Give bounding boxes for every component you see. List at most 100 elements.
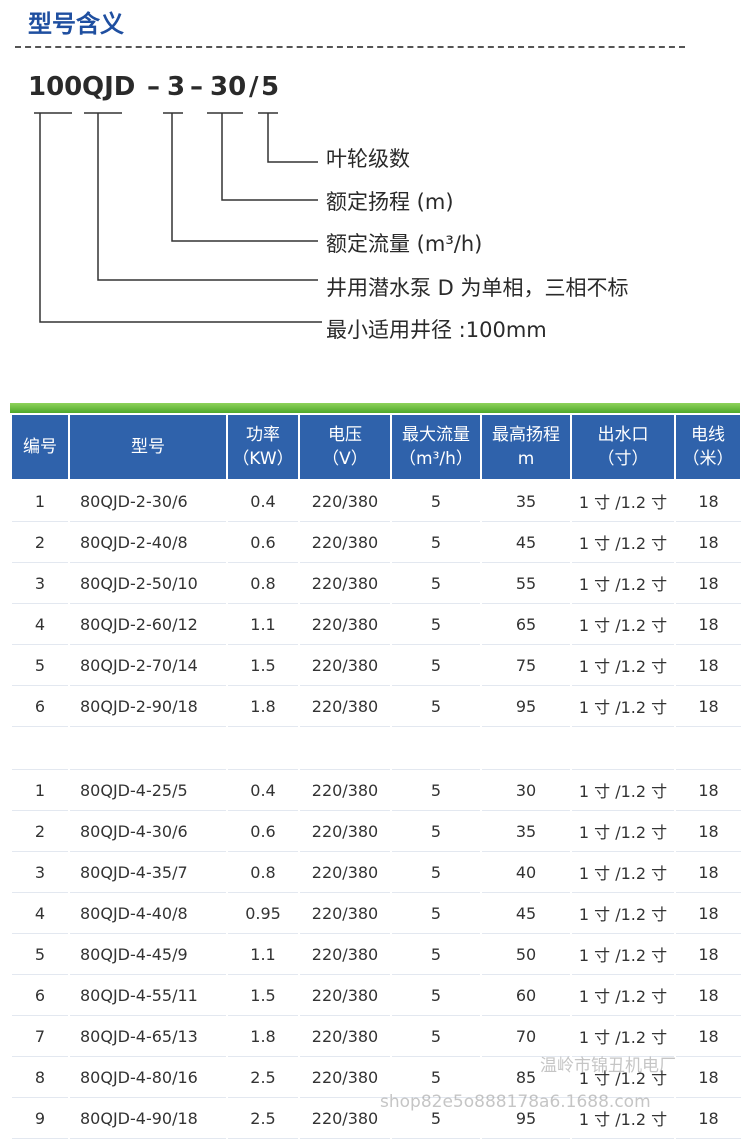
cell: 80QJD-4-80/16 (68, 1056, 227, 1098)
empty-cell (68, 726, 227, 770)
cell: 1 寸 /1.2 寸 (570, 480, 675, 522)
legend-item: 额定扬程 (m) (326, 190, 454, 214)
cell: 2.5 (226, 1056, 299, 1098)
cell: 220/380 (298, 1015, 391, 1057)
header-line: 型号 (131, 437, 165, 457)
cell: 95 (480, 685, 571, 727)
cell: 55 (480, 562, 571, 604)
cell: 65 (480, 603, 571, 645)
cell: 6 (10, 974, 69, 1016)
cell: 70 (480, 1015, 571, 1057)
cell: 3 (10, 562, 69, 604)
cell: 5 (390, 892, 481, 934)
column-header: 电压 （V） (298, 413, 392, 481)
cell: 220/380 (298, 480, 391, 522)
cell: 5 (390, 521, 481, 563)
code-part: 5 (261, 72, 280, 102)
cell: 5 (390, 974, 481, 1016)
cell: 1 寸 /1.2 寸 (570, 769, 675, 811)
legend-item: 额定流量 (m³/h) (326, 232, 483, 256)
cell: 1 寸 /1.2 寸 (570, 892, 675, 934)
column-header: 编号 (10, 413, 70, 481)
legend-item: 井用潜水泵 D 为单相，三相不标 (326, 276, 629, 300)
cell: 5 (390, 933, 481, 975)
cell: 2 (10, 810, 69, 852)
cell: 80QJD-2-30/6 (68, 480, 227, 522)
cell: 5 (10, 644, 69, 686)
table-top-bar (10, 403, 740, 413)
cell: 1.5 (226, 644, 299, 686)
cell: 18 (674, 521, 741, 563)
table-row: 7 80QJD-4-65/13 1.8 220/380 5 70 1 寸 /1.2 寸 18 (10, 1015, 741, 1057)
cell: 30 (480, 769, 571, 811)
cell: 5 (390, 603, 481, 645)
cell: 1.8 (226, 1015, 299, 1057)
column-header: 最高扬程 m (480, 413, 572, 481)
cell: 18 (674, 974, 741, 1016)
cell: 80QJD-4-65/13 (68, 1015, 227, 1057)
cell: 18 (674, 933, 741, 975)
cell: 4 (10, 603, 69, 645)
cell: 5 (10, 933, 69, 975)
cell: 18 (674, 769, 741, 811)
cell: 80QJD-4-25/5 (68, 769, 227, 811)
bracket (84, 112, 318, 281)
cell: 220/380 (298, 521, 391, 563)
table-body: 1 80QJD-2-30/6 0.4 220/380 5 35 1 寸 /1.2 寸 18 2 8… (10, 480, 741, 1139)
cell: 220/380 (298, 892, 391, 934)
cell: 7 (10, 1015, 69, 1057)
cell: 220/380 (298, 810, 391, 852)
cell: 45 (480, 892, 571, 934)
cell: 0.8 (226, 562, 299, 604)
cell: 5 (390, 1015, 481, 1057)
cell: 18 (674, 892, 741, 934)
cell: 220/380 (298, 685, 391, 727)
column-header: 出水口 （寸） (570, 413, 676, 481)
cell: 45 (480, 521, 571, 563)
header-line: （m³/h） (399, 449, 473, 469)
header-row: 编号 型号 功率 （KW） 电压 （V） 最大流量 （m³/h） 最高扬程 m 出水口 （寸） 电线 （米… (10, 413, 742, 481)
cell: 5 (390, 1056, 481, 1098)
empty-cell (480, 726, 571, 770)
cell: 220/380 (298, 1056, 391, 1098)
header-line: （米） (682, 449, 734, 469)
cell: 35 (480, 480, 571, 522)
bracket (163, 112, 318, 242)
header-line: 最大流量 (402, 425, 470, 445)
empty-cell (674, 726, 741, 770)
cell: 220/380 (298, 562, 391, 604)
watermark-line: shop82e5o888178a6.1688.com (380, 1092, 651, 1112)
empty-cell (226, 726, 299, 770)
cell: 1 寸 /1.2 寸 (570, 933, 675, 975)
header-line: 功率 (246, 425, 280, 445)
cell: 80QJD-4-90/18 (68, 1097, 227, 1139)
cell: 18 (674, 644, 741, 686)
header-line: 编号 (23, 437, 57, 457)
cell: 1.1 (226, 933, 299, 975)
code-part: 30 (210, 72, 247, 102)
header-line: 电压 (328, 425, 362, 445)
watermark-line: 温岭市锦丑机电厂 (540, 1056, 676, 1076)
header-line: （寸） (597, 449, 649, 469)
cell: 60 (480, 974, 571, 1016)
cell: 18 (674, 480, 741, 522)
cell: 80QJD-4-30/6 (68, 810, 227, 852)
cell: 1 (10, 769, 69, 811)
cell: 40 (480, 851, 571, 893)
cell: 1 寸 /1.2 寸 (570, 521, 675, 563)
header-line: 出水口 (597, 425, 649, 445)
code-part: 100 (28, 72, 83, 102)
cell: 0.4 (226, 480, 299, 522)
brackets (34, 112, 322, 323)
table-row: 6 80QJD-2-90/18 1.8 220/380 5 95 1 寸 /1.2 寸 18 (10, 685, 741, 727)
table-row: 4 80QJD-4-40/8 0.95 220/380 5 45 1 寸 /1.2 寸 18 (10, 892, 741, 934)
code-part: / (249, 72, 259, 102)
cell: 5 (390, 562, 481, 604)
cell: 5 (390, 810, 481, 852)
table-row: 5 80QJD-4-45/9 1.1 220/380 5 50 1 寸 /1.2 寸 18 (10, 933, 741, 975)
table-row: 6 80QJD-4-55/11 1.5 220/380 5 60 1 寸 /1.2 寸 18 (10, 974, 741, 1016)
empty-cell (10, 726, 69, 770)
cell: 18 (674, 810, 741, 852)
cell: 0.95 (226, 892, 299, 934)
